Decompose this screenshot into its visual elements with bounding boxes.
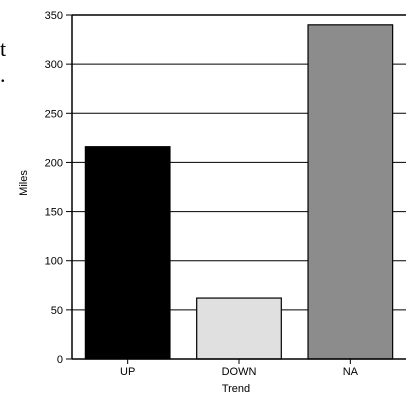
axes: [66, 14, 406, 364]
y-tick-label-300: 300: [45, 59, 63, 71]
x-tick-labels: UP DOWN NA: [120, 366, 359, 378]
bar-up: [84, 146, 171, 360]
y-tick-label-350: 350: [45, 10, 63, 22]
bars: [84, 24, 394, 360]
x-tick-label-up: UP: [120, 366, 135, 378]
y-axis-title: Miles: [18, 170, 30, 196]
x-axis-title: Trend: [222, 383, 250, 395]
x-tick-label-na: NA: [343, 366, 359, 378]
y-tick-label-50: 50: [51, 305, 63, 317]
y-tick-label-100: 100: [45, 256, 63, 268]
y-tick-label-250: 250: [45, 108, 63, 120]
stray-fragment-t: t: [0, 36, 6, 61]
y-tick-label-0: 0: [57, 354, 63, 366]
bar-na: [307, 24, 394, 360]
y-tick-label-150: 150: [45, 207, 63, 219]
stray-fragment-dot: .: [0, 62, 6, 87]
x-tick-label-down: DOWN: [222, 366, 257, 378]
y-tick-labels: 0 50 100 150 200 250 300 350: [45, 10, 63, 366]
bar-down: [196, 297, 282, 360]
y-tick-label-200: 200: [45, 157, 63, 169]
